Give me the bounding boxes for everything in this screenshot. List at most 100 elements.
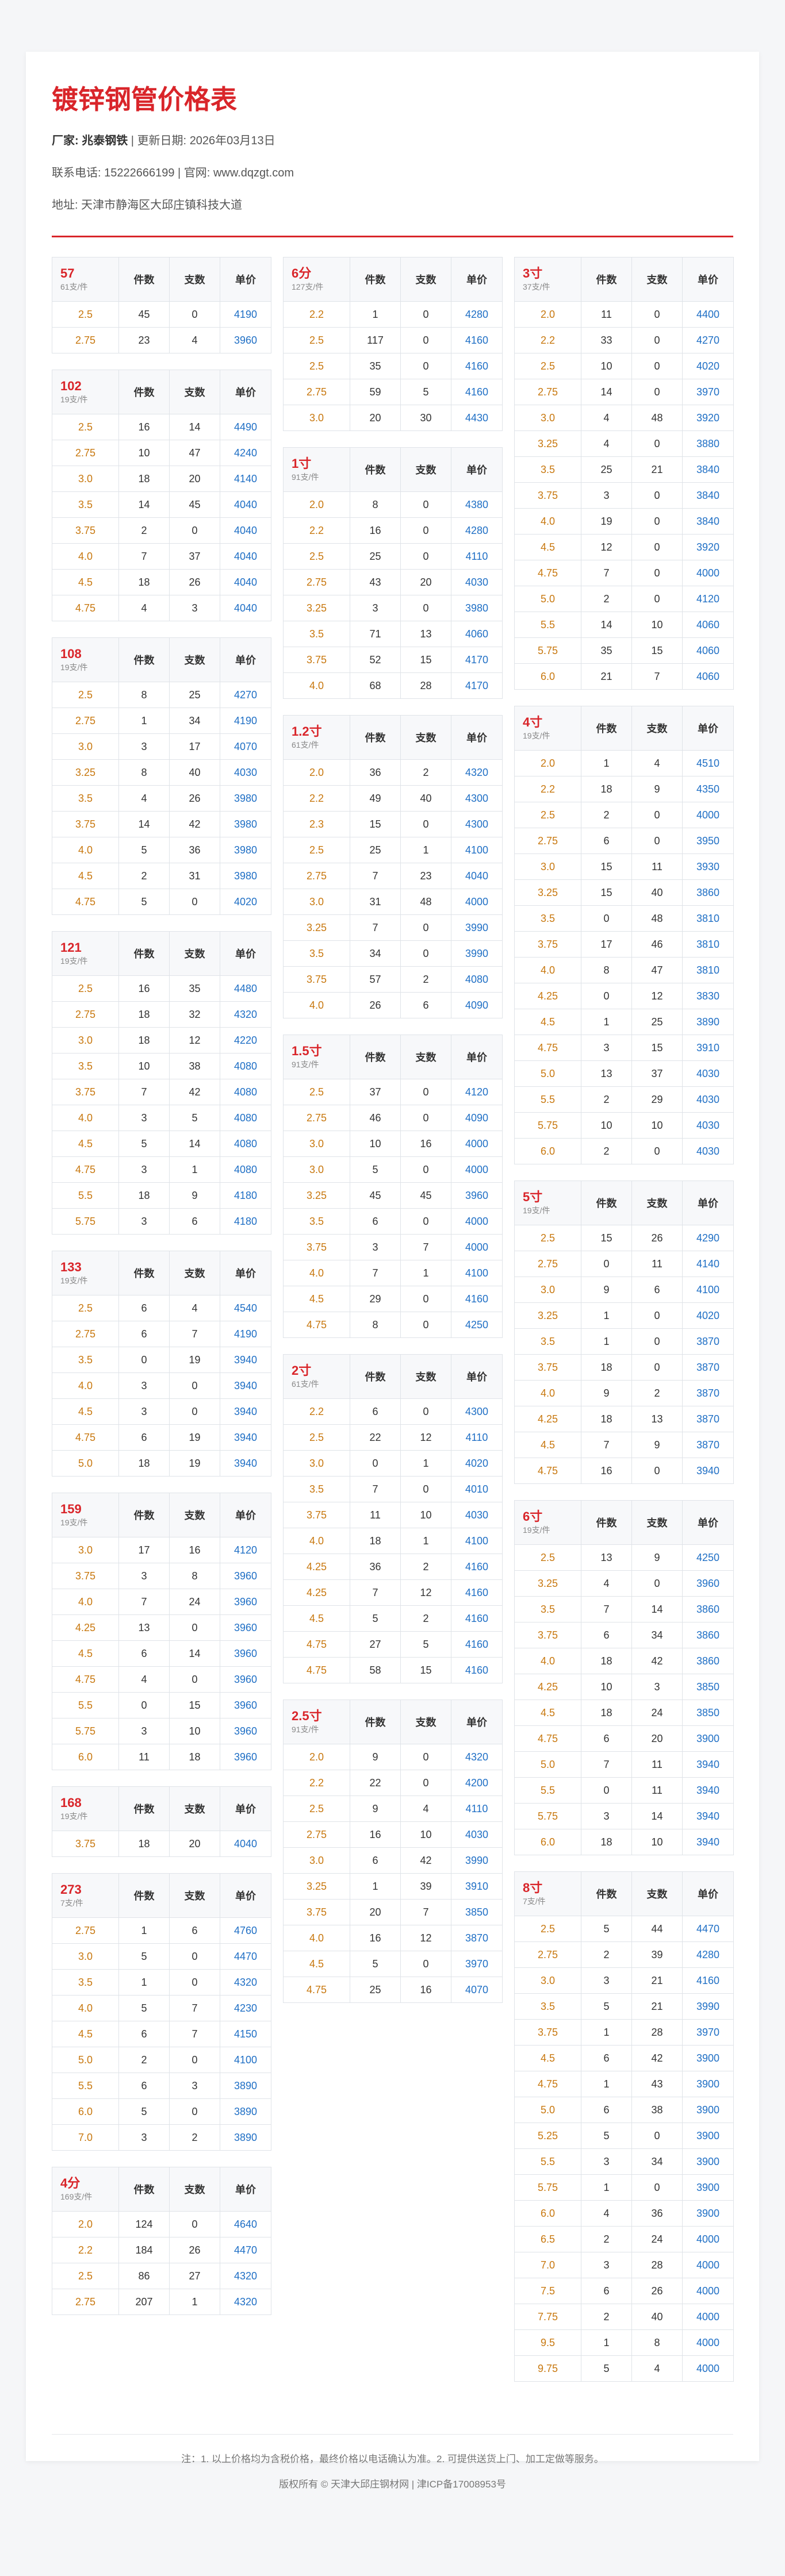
wall-thickness-cell: 2.5 bbox=[52, 414, 119, 440]
piece-count-cell: 0 bbox=[400, 595, 451, 621]
wall-thickness-cell: 4.0 bbox=[514, 1648, 581, 1674]
wall-thickness-cell: 2.75 bbox=[52, 1321, 119, 1347]
site-link[interactable]: www.dqzgt.com bbox=[213, 167, 294, 179]
table-row: 2.5 15 26 4290 bbox=[514, 1225, 734, 1251]
wall-thickness-cell: 5.75 bbox=[514, 2174, 581, 2201]
bundle-count-cell: 1 bbox=[581, 750, 632, 776]
unit-price-cell: 3890 bbox=[220, 2073, 271, 2099]
bundle-count-cell: 6 bbox=[350, 1208, 401, 1235]
bundle-count-cell: 3 bbox=[581, 2148, 632, 2175]
pipe-size: 8寸 bbox=[523, 1881, 543, 1895]
bundle-count-cell: 8 bbox=[118, 759, 170, 786]
pipe-size: 102 bbox=[60, 379, 82, 393]
unit-price-cell: 3960 bbox=[220, 1563, 271, 1589]
wall-thickness-cell: 2.75 bbox=[52, 327, 119, 353]
size-header-cell: 8寸 7支/件 bbox=[514, 1871, 581, 1916]
bundle-count-cell: 33 bbox=[581, 327, 632, 353]
column-header: 支数 bbox=[631, 257, 683, 302]
piece-count-cell: 14 bbox=[169, 1131, 220, 1157]
piece-count-cell: 3 bbox=[169, 2073, 220, 2099]
unit-price-cell: 3900 bbox=[682, 2200, 734, 2227]
price-table: 121 19支/件 件数 支数 单价 2.5 16 35 4480 2.75 18 32 4320 3.0… bbox=[52, 931, 271, 1235]
bundle-count-cell: 2 bbox=[581, 802, 632, 828]
table-row: 2.75 2 39 4280 bbox=[514, 1941, 734, 1968]
unit-price-cell: 4320 bbox=[220, 2289, 271, 2315]
piece-count-cell: 34 bbox=[169, 708, 220, 734]
piece-count-cell: 0 bbox=[169, 1969, 220, 1996]
column-header: 件数 bbox=[581, 1181, 632, 1225]
piece-count-cell: 7 bbox=[169, 2021, 220, 2047]
unit-price-cell: 3940 bbox=[682, 1777, 734, 1804]
bundle-count-cell: 1 bbox=[350, 301, 401, 328]
table-row: 4.0 68 28 4170 bbox=[283, 672, 503, 699]
bundle-count-cell: 20 bbox=[350, 1899, 401, 1925]
wall-thickness-cell: 4.75 bbox=[52, 1424, 119, 1451]
piece-count-cell: 8 bbox=[169, 1563, 220, 1589]
unit-price-cell: 3890 bbox=[220, 2124, 271, 2151]
table-row: 4.75 4 3 4040 bbox=[52, 595, 271, 621]
table-row: 3.5 4 26 3980 bbox=[52, 785, 271, 812]
site-label: 官网: bbox=[183, 167, 210, 179]
piece-count-cell: 36 bbox=[169, 837, 220, 863]
price-table: 4寸 19支/件 件数 支数 单价 2.0 1 4 4510 2.2 18 9 4350 2.5 2 0 400… bbox=[514, 706, 734, 1164]
piece-count-cell: 45 bbox=[169, 491, 220, 518]
phone-number[interactable]: 15222666199 bbox=[104, 167, 175, 179]
table-row: 5.5 14 10 4060 bbox=[514, 612, 734, 638]
size-header-cell: 6寸 19支/件 bbox=[514, 1500, 581, 1545]
unit-price-cell: 4020 bbox=[451, 1450, 503, 1477]
wall-thickness-cell: 4.75 bbox=[514, 560, 581, 586]
piece-count-cell: 0 bbox=[169, 1398, 220, 1425]
unit-price-cell: 4070 bbox=[220, 733, 271, 760]
unit-price-cell: 4280 bbox=[682, 1941, 734, 1968]
wall-thickness-cell: 3.0 bbox=[52, 1027, 119, 1054]
wall-thickness-cell: 4.75 bbox=[283, 1631, 350, 1658]
pipe-size: 1寸 bbox=[292, 456, 312, 471]
pipe-size: 3寸 bbox=[523, 266, 543, 280]
wall-thickness-cell: 7.0 bbox=[52, 2124, 119, 2151]
piece-count-cell: 5 bbox=[400, 379, 451, 405]
bundle-count-cell: 10 bbox=[581, 1112, 632, 1139]
unit-price-cell: 4030 bbox=[451, 1502, 503, 1528]
bundle-count-cell: 14 bbox=[581, 612, 632, 638]
wall-thickness-cell: 2.5 bbox=[52, 2263, 119, 2289]
column-header: 单价 bbox=[682, 1871, 734, 1916]
table-row: 3.25 4 0 3960 bbox=[514, 1570, 734, 1597]
unit-price-cell: 4080 bbox=[451, 966, 503, 993]
unit-price-cell: 3920 bbox=[682, 405, 734, 431]
unit-price-cell: 4190 bbox=[220, 301, 271, 328]
bundle-count-cell: 18 bbox=[581, 1406, 632, 1432]
wall-thickness-cell: 2.75 bbox=[52, 708, 119, 734]
unit-price-cell: 4170 bbox=[451, 647, 503, 673]
unit-price-cell: 3960 bbox=[220, 1718, 271, 1744]
pipe-size: 4分 bbox=[60, 2176, 81, 2190]
wall-thickness-cell: 2.0 bbox=[514, 750, 581, 776]
wall-thickness-cell: 3.0 bbox=[514, 1277, 581, 1303]
unit-price-cell: 3960 bbox=[220, 1692, 271, 1718]
table-row: 2.2 16 0 4280 bbox=[283, 517, 503, 544]
unit-price-cell: 4030 bbox=[220, 759, 271, 786]
piece-count-cell: 0 bbox=[169, 1372, 220, 1399]
wall-thickness-cell: 4.25 bbox=[52, 1614, 119, 1641]
table-row: 4.75 8 0 4250 bbox=[283, 1312, 503, 1338]
wall-thickness-cell: 5.25 bbox=[514, 2123, 581, 2149]
table-row: 4.0 5 36 3980 bbox=[52, 837, 271, 863]
bundle-count-cell: 0 bbox=[581, 983, 632, 1009]
wall-thickness-cell: 3.75 bbox=[514, 1354, 581, 1381]
table-row: 4.5 12 0 3920 bbox=[514, 534, 734, 560]
table-row: 4.75 3 1 4080 bbox=[52, 1156, 271, 1183]
wall-thickness-cell: 2.75 bbox=[514, 379, 581, 405]
table-row: 4.5 5 14 4080 bbox=[52, 1131, 271, 1157]
piece-count-cell: 0 bbox=[631, 1458, 683, 1484]
piece-count-cell: 37 bbox=[169, 543, 220, 570]
unit-price-cell: 4040 bbox=[220, 543, 271, 570]
wall-thickness-cell: 3.5 bbox=[514, 905, 581, 932]
bundle-count-cell: 43 bbox=[350, 569, 401, 595]
piece-count-cell: 10 bbox=[400, 1502, 451, 1528]
table-row: 2.5 13 9 4250 bbox=[514, 1544, 734, 1571]
meta-separator: | bbox=[178, 167, 184, 179]
unit-price-cell: 3850 bbox=[451, 1899, 503, 1925]
wall-thickness-cell: 2.5 bbox=[52, 301, 119, 328]
piece-count-cell: 39 bbox=[400, 1873, 451, 1900]
updated-label: 更新日期: bbox=[137, 134, 187, 147]
unit-price-cell: 3960 bbox=[220, 327, 271, 353]
